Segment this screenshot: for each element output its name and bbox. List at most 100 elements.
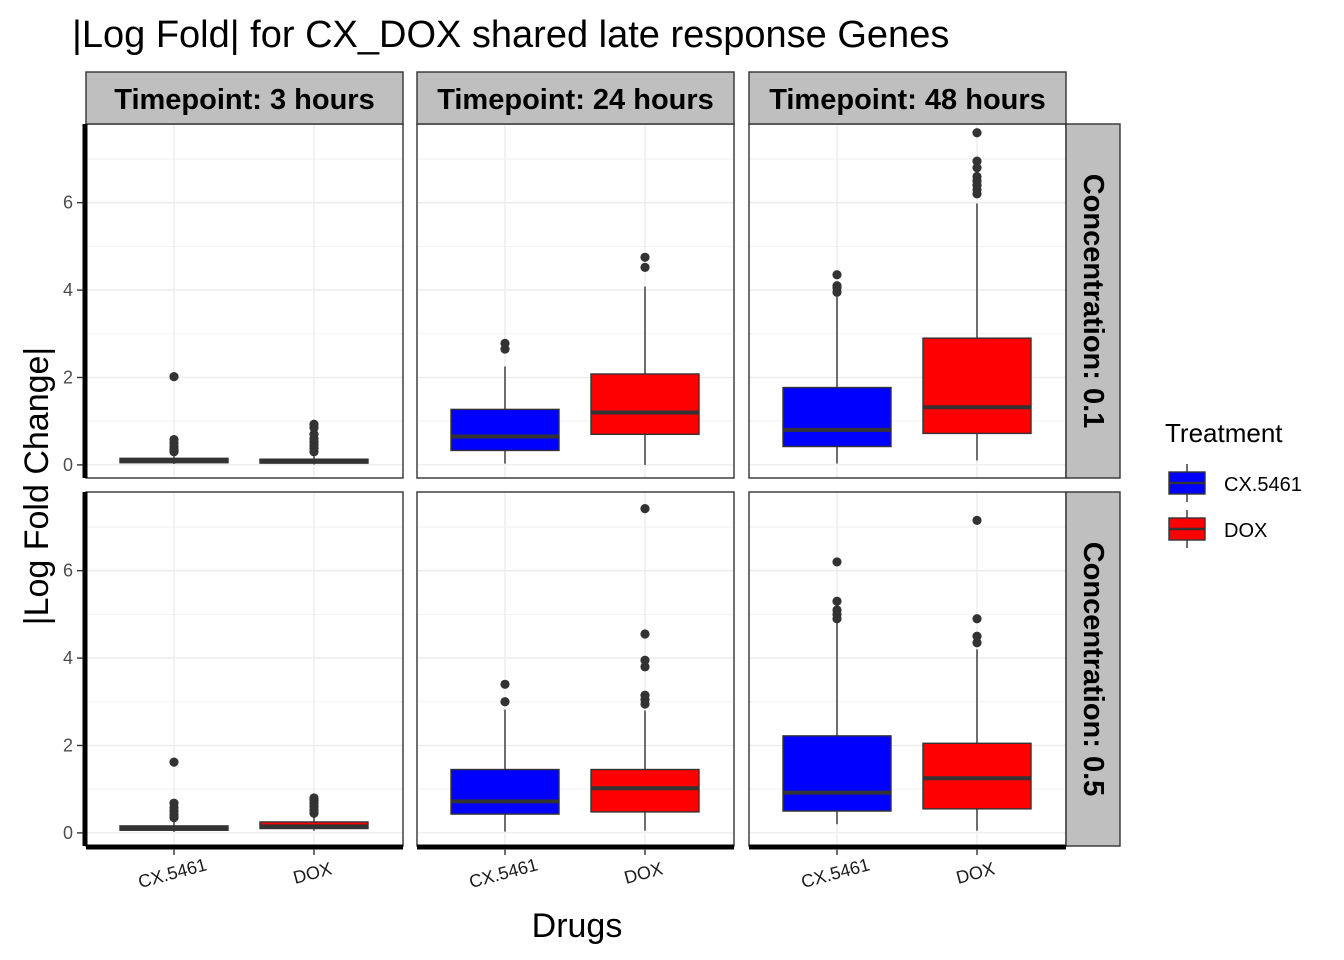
- y-axis-row-1: 0 2 4 6: [63, 492, 88, 846]
- box-cx-5461: [782, 557, 892, 825]
- box-body: [922, 337, 1032, 435]
- outlier-point: [309, 419, 319, 429]
- x-tick-label: DOX: [954, 858, 997, 887]
- outlier-point: [640, 690, 650, 700]
- facet-panels: [85, 123, 1067, 847]
- outlier-point: [640, 262, 650, 272]
- y-tick-label: 2: [63, 735, 73, 755]
- y-tick-label: 6: [63, 561, 73, 581]
- x-tick-label: DOX: [622, 858, 665, 887]
- outlier-point: [169, 434, 179, 445]
- outlier-point: [169, 757, 179, 767]
- box-body: [590, 768, 700, 813]
- box-dox: [590, 504, 700, 831]
- outlier-point: [972, 614, 982, 624]
- box-body: [922, 742, 1032, 810]
- facet-panel-r1-c0: [85, 491, 404, 847]
- strip-top-1: Timepoint: 24 hours: [416, 71, 735, 125]
- x-tick-label: CX.5461: [467, 854, 540, 891]
- outlier-point: [640, 655, 650, 665]
- outlier-point: [972, 171, 982, 182]
- strip-label: Timepoint: 3 hours: [114, 84, 374, 116]
- box-dox: [922, 515, 1032, 831]
- outlier-point: [309, 793, 319, 803]
- legend-label: DOX: [1224, 520, 1267, 542]
- outlier-point: [832, 605, 842, 615]
- outlier-point: [640, 504, 650, 514]
- x-axis-col-0: CX.5461 DOX: [86, 844, 403, 892]
- strip-label: Concentration: 0.1: [1077, 174, 1109, 429]
- facet-panel-r0-c2: [748, 123, 1067, 479]
- strip-label: Timepoint: 24 hours: [437, 84, 714, 116]
- x-axis-col-1: CX.5461 DOX: [417, 844, 734, 892]
- y-tick-label: 4: [63, 280, 73, 300]
- strip-background: [416, 71, 735, 125]
- box-body: [782, 735, 892, 812]
- strip-label: Timepoint: 48 hours: [769, 84, 1046, 116]
- box-cx-5461: [450, 679, 560, 832]
- y-axis-row-0: 0 2 4 6: [63, 124, 88, 478]
- outlier-point: [972, 156, 982, 166]
- y-tick-label: 2: [63, 367, 73, 387]
- legend-item-cx-5461: CX.5461: [1168, 464, 1302, 502]
- strip-background: [748, 71, 1067, 125]
- y-tick-label: 6: [63, 193, 73, 213]
- y-tick-label: 4: [63, 648, 73, 668]
- legend-title: Treatment: [1165, 418, 1283, 448]
- strip-label: Concentration: 0.5: [1077, 542, 1109, 797]
- outlier-point: [169, 372, 179, 382]
- box-dox: [259, 419, 369, 465]
- outlier-point: [972, 515, 982, 526]
- outlier-point: [640, 662, 650, 672]
- strip-right-0: Concentration: 0.1: [1065, 123, 1121, 479]
- y-tick-label: 0: [63, 823, 73, 843]
- box-body: [450, 408, 560, 452]
- outlier-point: [972, 128, 982, 138]
- strip-top-0: Timepoint: 3 hours: [85, 71, 404, 125]
- facet-strips: Timepoint: 3 hours Timepoint: 24 hours Tim…: [85, 71, 1121, 847]
- y-tick-label: 0: [63, 455, 73, 475]
- x-tick-label: CX.5461: [799, 854, 872, 891]
- facet-panel-r0-c0: [85, 123, 404, 479]
- chart-title: |Log Fold| for CX_DOX shared late respon…: [72, 14, 949, 56]
- facet-panel-r0-c1: [416, 123, 735, 479]
- outlier-point: [500, 679, 510, 689]
- outlier-point: [832, 270, 842, 280]
- y-axis-title: |Log Fold Change|: [18, 347, 56, 626]
- outlier-point: [500, 697, 510, 707]
- outlier-point: [640, 252, 650, 262]
- strip-background: [1065, 491, 1121, 847]
- outlier-point: [309, 429, 319, 439]
- box-dox: [259, 793, 369, 831]
- box-cx-5461: [782, 270, 892, 464]
- facet-panel-r1-c2: [748, 491, 1067, 847]
- outlier-point: [832, 557, 842, 567]
- panel-background: [86, 492, 403, 846]
- box-body: [590, 373, 700, 435]
- box-cx-5461: [119, 372, 229, 465]
- x-axis-col-2: CX.5461 DOX: [749, 844, 1066, 892]
- strip-right-1: Concentration: 0.5: [1065, 491, 1121, 847]
- box-body: [782, 386, 892, 448]
- x-tick-label: CX.5461: [136, 854, 209, 891]
- panel-background: [86, 124, 403, 478]
- legend: Treatment CX.5461 DOX: [1165, 418, 1302, 548]
- box-dox: [922, 128, 1032, 461]
- x-tick-label: DOX: [291, 858, 334, 887]
- outlier-point: [972, 631, 982, 641]
- outlier-point: [500, 338, 510, 348]
- legend-item-dox: DOX: [1168, 510, 1267, 548]
- facet-panel-r1-c1: [416, 491, 735, 847]
- outlier-point: [972, 638, 982, 648]
- box-dox: [590, 252, 700, 465]
- x-axis-title: Drugs: [532, 907, 623, 945]
- box-body: [450, 768, 560, 815]
- strip-top-2: Timepoint: 48 hours: [748, 71, 1067, 125]
- outlier-point: [832, 596, 842, 606]
- outlier-point: [832, 281, 842, 291]
- box-cx-5461: [450, 338, 560, 464]
- box-cx-5461: [119, 757, 229, 833]
- strip-background: [1065, 123, 1121, 479]
- strip-background: [85, 71, 404, 125]
